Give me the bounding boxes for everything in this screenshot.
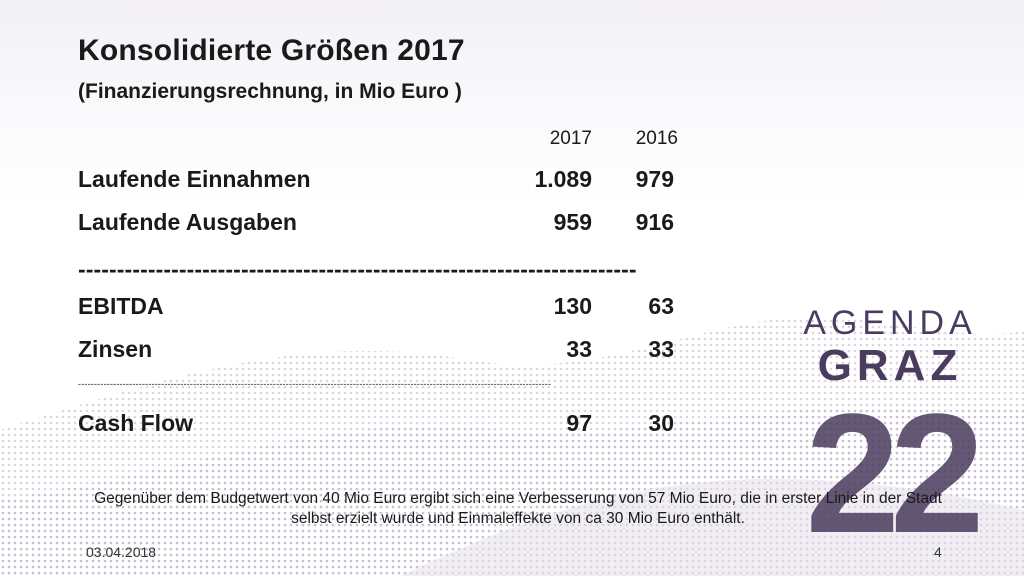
row-value-2017: 130 <box>553 293 592 319</box>
row-label-laufende-ausgaben: Laufende Ausgaben <box>78 209 297 235</box>
logo-line2: GRAZ <box>818 341 963 390</box>
logo-number: 22 <box>805 379 978 542</box>
row-value-2016: 30 <box>648 410 674 436</box>
row-value-2016: 33 <box>648 336 674 362</box>
logo-line1: AGENDA <box>803 304 977 342</box>
slide-title: Konsolidierte Größen 2017 <box>78 34 465 67</box>
row-value-2016: 979 <box>635 166 674 192</box>
row-value-2017: 33 <box>566 336 592 362</box>
slide-date: 03.04.2018 <box>86 544 157 560</box>
column-header-2017: 2017 <box>549 128 592 149</box>
row-label-laufende-einnahmen: Laufende Einnahmen <box>78 166 311 192</box>
row-label-ebitda: EBITDA <box>78 293 164 319</box>
row-value-2017: 959 <box>553 209 592 235</box>
row-value-2017: 1.089 <box>534 166 592 192</box>
separator-line-thin: ----------------------------------------… <box>78 379 552 389</box>
row-label-cash-flow: Cash Flow <box>78 410 194 436</box>
row-value-2016: 916 <box>635 209 674 235</box>
footnote-text: Gegenüber dem Budgetwert von 40 Mio Euro… <box>94 490 942 527</box>
page-number: 4 <box>934 544 942 560</box>
separator-line: ----------------------------------------… <box>78 256 637 282</box>
slide-subtitle: (Finanzierungsrechnung, in Mio Euro ) <box>78 80 462 103</box>
row-label-zinsen: Zinsen <box>78 336 153 362</box>
row-value-2016: 63 <box>648 293 674 319</box>
row-value-2017: 97 <box>566 410 592 436</box>
column-header-2016: 2016 <box>635 128 678 149</box>
agenda-graz-logo: AGENDA GRAZ 22 <box>803 304 988 542</box>
